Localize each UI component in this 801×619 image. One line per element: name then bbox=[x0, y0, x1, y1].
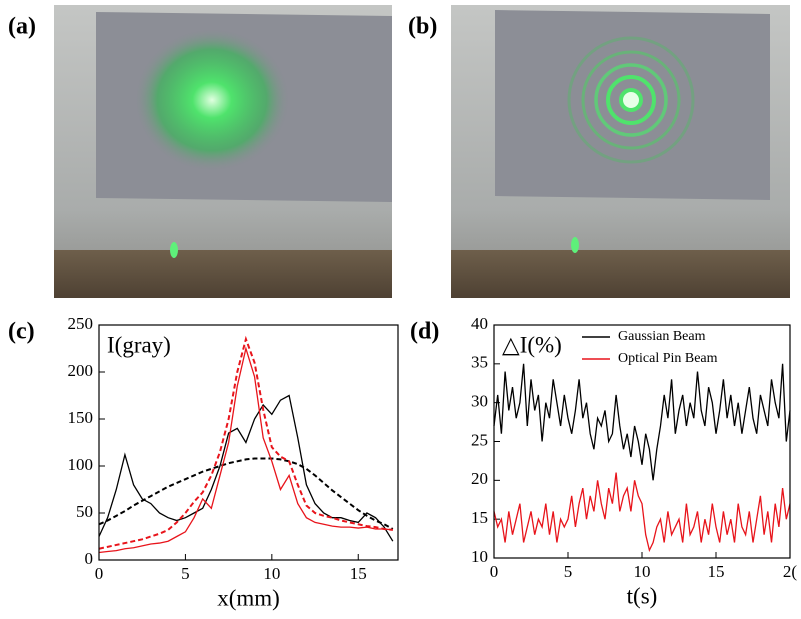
annotation: I(gray) bbox=[107, 332, 171, 357]
y-tick-label: 10 bbox=[471, 547, 488, 566]
y-tick-label: 200 bbox=[68, 361, 94, 380]
y-tick-label: 0 bbox=[85, 549, 94, 568]
plot-frame bbox=[493, 324, 791, 559]
data-line bbox=[98, 335, 393, 550]
panel-label: (c) bbox=[8, 319, 35, 345]
panel-label: (b) bbox=[408, 14, 437, 40]
x-tick-label: 5 bbox=[181, 564, 190, 583]
y-tick-label: 20 bbox=[471, 469, 488, 488]
data-line bbox=[493, 472, 791, 553]
plot-frame bbox=[98, 324, 399, 561]
y-tick-label: 40 bbox=[471, 314, 488, 333]
x-tick-label: 10 bbox=[263, 564, 280, 583]
y-tick-label: 25 bbox=[471, 430, 488, 449]
y-tick-label: 30 bbox=[471, 392, 488, 411]
x-tick-label: 10 bbox=[634, 562, 651, 581]
data-line bbox=[493, 363, 791, 481]
x-tick-label: 2( bbox=[783, 562, 798, 581]
data-line bbox=[98, 457, 394, 530]
x-tick-label: 15 bbox=[708, 562, 725, 581]
panel-label: (a) bbox=[8, 14, 36, 40]
legend-label: Optical Pin Beam bbox=[618, 351, 718, 366]
legend-label: Gaussian Beam bbox=[618, 329, 706, 344]
data-line bbox=[98, 394, 394, 542]
y-tick-label: 250 bbox=[68, 314, 94, 333]
y-tick-label: 100 bbox=[68, 455, 94, 474]
y-tick-label: 150 bbox=[68, 408, 94, 427]
photo-a bbox=[54, 5, 392, 298]
photo-b bbox=[451, 5, 790, 298]
y-tick-label: 15 bbox=[471, 508, 488, 527]
y-tick-label: 50 bbox=[76, 502, 93, 521]
x-axis-label: x(mm) bbox=[217, 585, 280, 610]
panel-label: (d) bbox=[410, 319, 439, 345]
data-line bbox=[98, 345, 393, 554]
x-tick-label: 0 bbox=[95, 564, 104, 583]
x-tick-label: 15 bbox=[350, 564, 367, 583]
x-tick-label: 0 bbox=[490, 562, 499, 581]
x-tick-label: 5 bbox=[564, 562, 573, 581]
y-tick-label: 35 bbox=[471, 353, 488, 372]
x-axis-label: t(s) bbox=[627, 583, 658, 608]
annotation: △I(%) bbox=[502, 332, 562, 357]
